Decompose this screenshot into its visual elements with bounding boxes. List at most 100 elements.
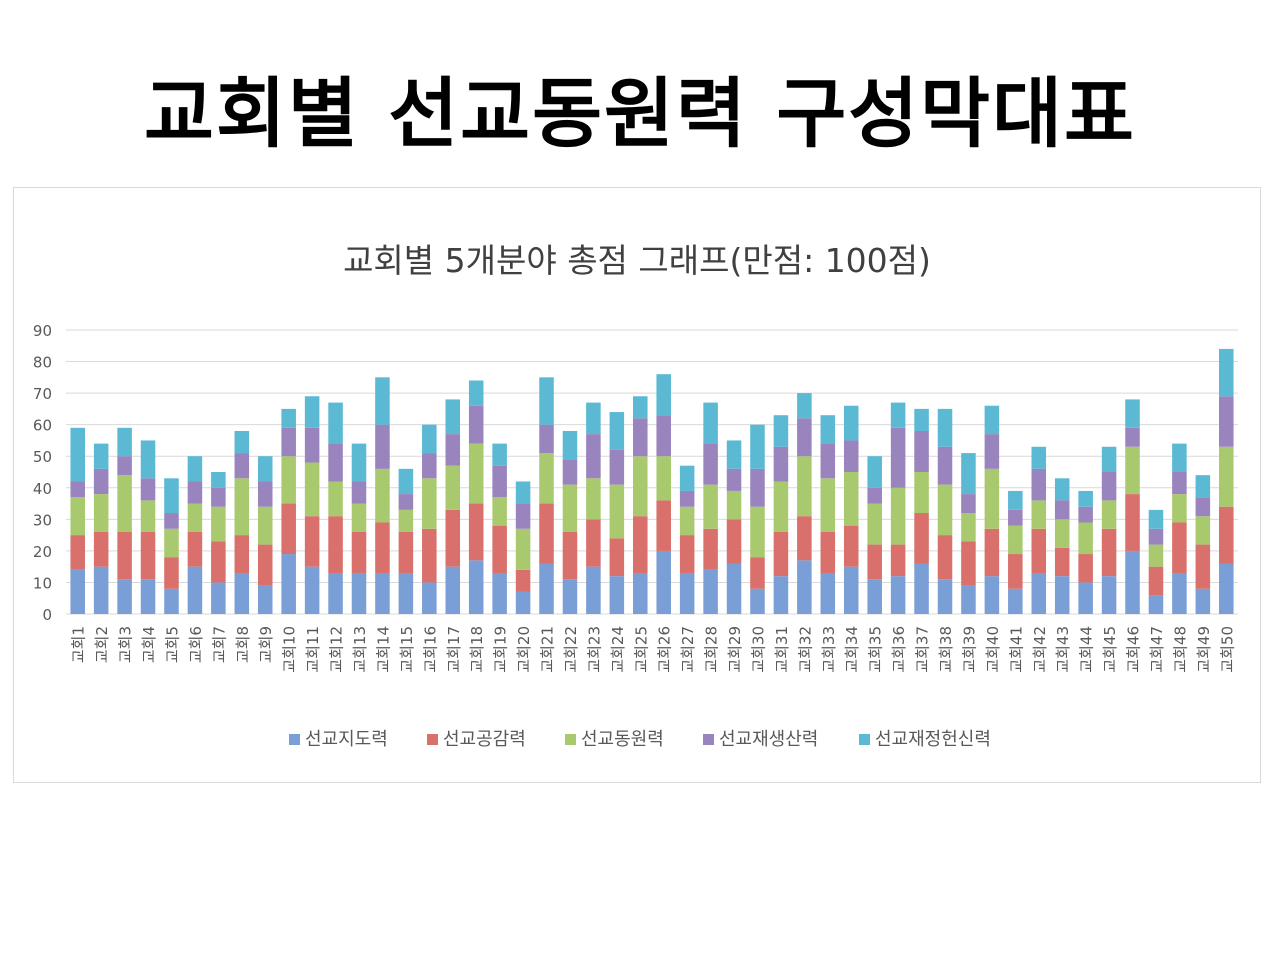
bar-segment bbox=[257, 506, 273, 545]
bar-segment bbox=[375, 572, 390, 614]
bar-segment bbox=[492, 525, 507, 573]
bar-segment bbox=[820, 531, 836, 573]
bar-stack bbox=[1031, 446, 1047, 614]
bar-segment bbox=[1195, 475, 1211, 498]
bar-segment bbox=[140, 478, 156, 501]
bar-segment bbox=[1054, 500, 1070, 520]
bar-segment bbox=[328, 443, 343, 482]
bar-stack bbox=[562, 430, 578, 614]
bar-segment bbox=[468, 443, 484, 504]
bar-segment bbox=[797, 393, 812, 419]
x-tick-label: 교회13 bbox=[351, 626, 369, 673]
bar-segment bbox=[1148, 566, 1164, 596]
x-tick-label: 교회15 bbox=[398, 626, 416, 673]
bar-segment bbox=[562, 484, 578, 532]
x-tick-label: 교회2 bbox=[93, 626, 111, 663]
bar-segment bbox=[492, 465, 507, 498]
x-tick-label: 교회4 bbox=[140, 626, 158, 663]
bar-segment bbox=[234, 478, 250, 536]
bar-segment bbox=[1078, 554, 1093, 583]
x-tick-label: 교회37 bbox=[914, 626, 932, 673]
bar-stack bbox=[703, 402, 718, 614]
bar-segment bbox=[1078, 522, 1093, 555]
x-tick-label: 교회11 bbox=[304, 626, 322, 673]
x-tick-label: 교회25 bbox=[632, 626, 650, 673]
bar-segment bbox=[1219, 506, 1234, 564]
bar-segment bbox=[445, 465, 461, 510]
x-tick-label: 교회10 bbox=[281, 626, 299, 673]
x-tick-label: 교회23 bbox=[585, 626, 603, 673]
bar-segment bbox=[1101, 576, 1117, 614]
x-tick-label: 교회14 bbox=[374, 626, 392, 673]
bar-segment bbox=[679, 490, 695, 507]
bar-stack bbox=[1219, 348, 1234, 614]
bar-segment bbox=[328, 572, 343, 614]
bar-segment bbox=[445, 566, 461, 614]
x-tick-label: 교회42 bbox=[1031, 626, 1049, 673]
bar-segment bbox=[867, 456, 882, 488]
bar-segment bbox=[961, 513, 976, 542]
bar-segment bbox=[1008, 588, 1023, 614]
bar-segment bbox=[211, 541, 226, 583]
bar-segment bbox=[633, 396, 648, 419]
bar-segment bbox=[539, 377, 554, 425]
bar-segment bbox=[656, 550, 671, 614]
bar-segment bbox=[656, 415, 671, 457]
bar-segment bbox=[445, 399, 461, 435]
bar-segment bbox=[1054, 478, 1070, 501]
bar-segment bbox=[656, 456, 671, 501]
bar-segment bbox=[937, 535, 953, 580]
bar-segment bbox=[117, 579, 132, 614]
x-tick-label: 교회32 bbox=[796, 626, 814, 673]
x-tick-label: 교회40 bbox=[984, 626, 1002, 673]
bar-segment bbox=[515, 481, 531, 504]
bar-segment bbox=[257, 481, 273, 507]
bar-stack bbox=[586, 402, 601, 614]
bar-segment bbox=[562, 459, 578, 485]
bar-segment bbox=[70, 535, 85, 570]
bar-segment bbox=[1219, 396, 1234, 447]
bar-stack bbox=[281, 408, 296, 614]
bar-segment bbox=[93, 443, 109, 469]
legend-swatch bbox=[565, 734, 576, 745]
bar-stack bbox=[468, 380, 484, 614]
bar-segment bbox=[562, 579, 578, 614]
x-tick-label: 교회6 bbox=[187, 626, 205, 663]
bar-segment bbox=[586, 566, 601, 614]
bar-stack bbox=[914, 408, 929, 614]
bar-segment bbox=[586, 519, 601, 567]
bar-segment bbox=[890, 427, 906, 488]
bar-segment bbox=[93, 494, 109, 532]
x-tick-label: 교회34 bbox=[843, 626, 861, 673]
x-tick-label: 교회28 bbox=[703, 626, 721, 673]
x-tick-label: 교회26 bbox=[656, 626, 674, 673]
bar-segment bbox=[445, 434, 461, 466]
bar-segment bbox=[422, 582, 437, 614]
bar-segment bbox=[679, 572, 695, 614]
x-tick-label: 교회16 bbox=[421, 626, 439, 673]
bar-segment bbox=[1172, 443, 1187, 472]
bar-segment bbox=[468, 380, 484, 406]
bar-segment bbox=[1031, 528, 1047, 573]
bar-segment bbox=[1125, 399, 1140, 428]
bar-stack bbox=[211, 472, 226, 614]
legend-item: 선교재생산력 bbox=[703, 729, 818, 750]
bar-segment bbox=[140, 579, 156, 614]
bar-segment bbox=[187, 566, 203, 614]
bar-stack bbox=[539, 377, 554, 614]
bar-segment bbox=[726, 468, 742, 491]
bar-segment bbox=[1148, 544, 1164, 567]
bar-segment bbox=[140, 531, 156, 580]
bar-segment bbox=[1078, 582, 1093, 614]
bar-segment bbox=[257, 456, 273, 482]
bar-segment bbox=[211, 472, 226, 488]
bar-segment bbox=[1101, 472, 1117, 501]
bar-segment bbox=[187, 481, 203, 504]
bar-segment bbox=[773, 446, 789, 482]
bar-stack bbox=[164, 478, 179, 614]
x-tick-label: 교회47 bbox=[1148, 626, 1166, 673]
bar-segment bbox=[187, 503, 203, 532]
bar-segment bbox=[1219, 348, 1234, 397]
bar-segment bbox=[633, 572, 648, 614]
bar-segment bbox=[234, 572, 250, 614]
